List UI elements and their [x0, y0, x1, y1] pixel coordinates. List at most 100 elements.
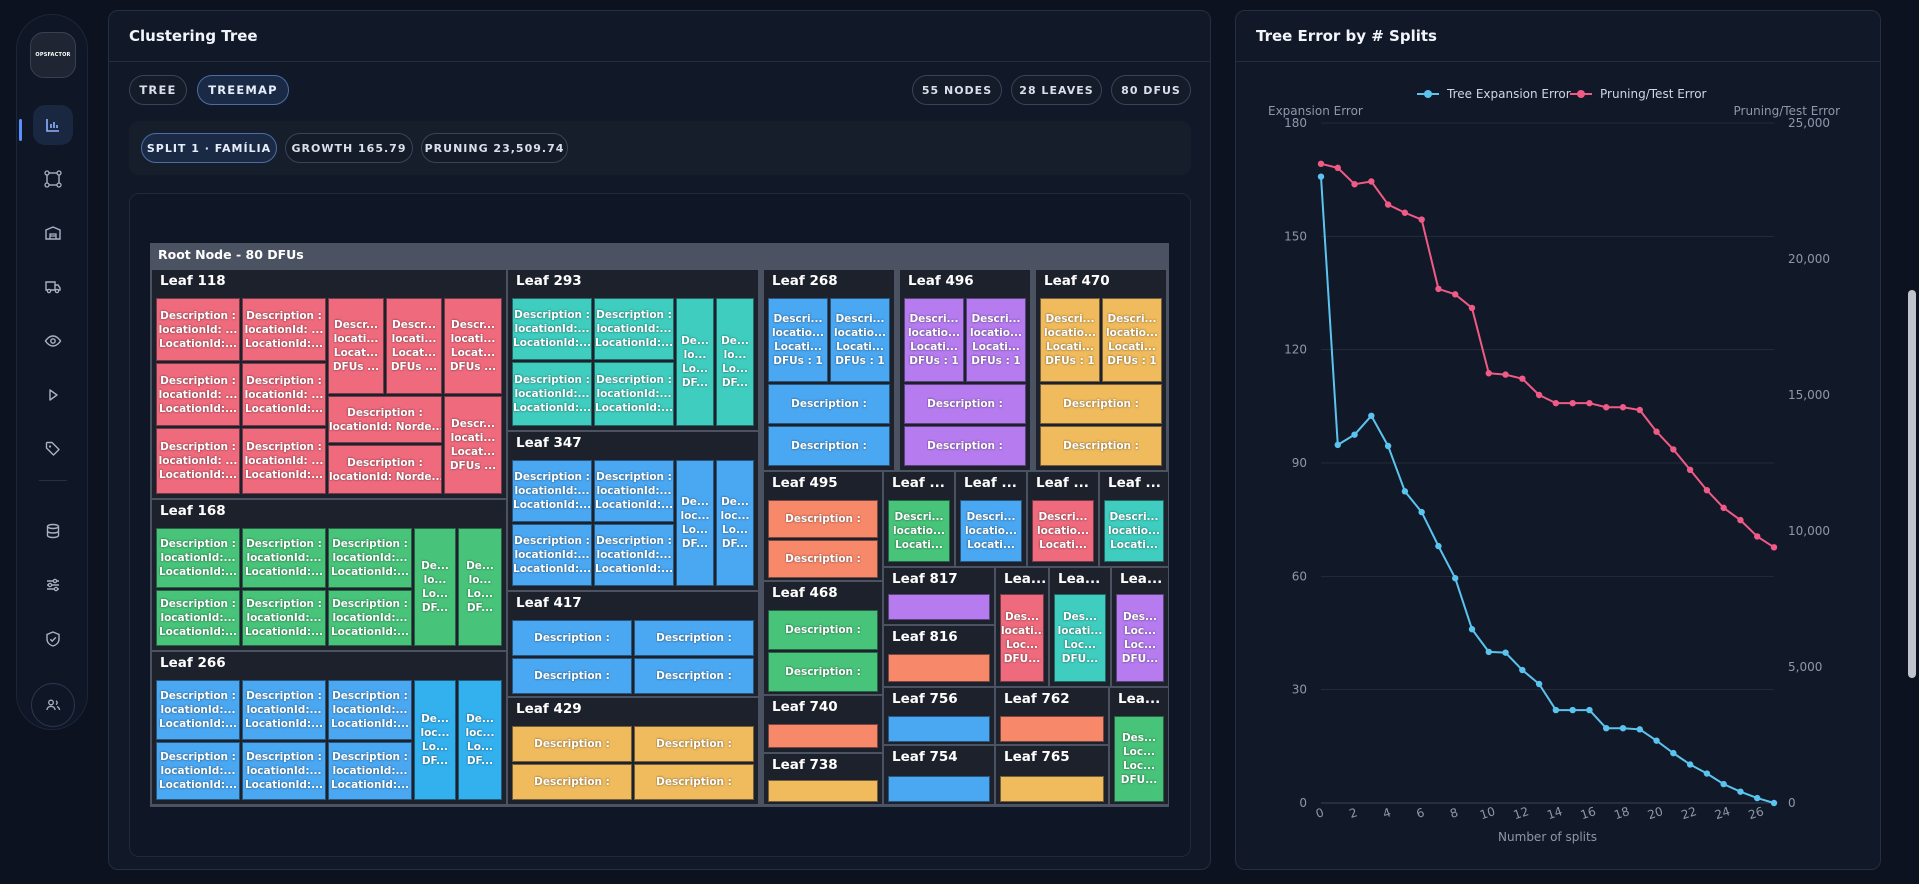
- treemap-node[interactable]: Leaf ... Descri... locatio... Locati...: [1028, 472, 1098, 566]
- treemap-tile[interactable]: Description : locationId:... LocationId:…: [328, 680, 412, 740]
- treemap-node[interactable]: Leaf 817: [884, 568, 994, 624]
- treemap-tile[interactable]: Description : locationId:... LocationId:…: [594, 362, 674, 426]
- treemap-node[interactable]: Leaf ... Descri... locatio... Locati...: [1100, 472, 1168, 566]
- treemap-tile[interactable]: Description :: [768, 384, 890, 424]
- treemap-tile[interactable]: Description :: [634, 620, 754, 656]
- treemap-tile[interactable]: Description : locationId: Norde...: [328, 396, 442, 443]
- treemap-tile[interactable]: Description : locationId:... LocationId:…: [512, 298, 592, 360]
- treemap-node[interactable]: Leaf ... Descri... locatio... Locati...: [884, 472, 954, 566]
- treemap-tile[interactable]: Description : locationId:... LocationId:…: [328, 742, 412, 800]
- treemap-node[interactable]: Leaf 762: [996, 688, 1108, 744]
- treemap-tile[interactable]: Description :: [634, 764, 754, 800]
- nav-analytics[interactable]: [33, 105, 73, 145]
- treemap-tile[interactable]: De... loc... Lo... DF...: [716, 460, 754, 586]
- treemap-node[interactable]: Lea... Des... Loc... Loc... DFU...: [1110, 688, 1168, 804]
- treemap-tile[interactable]: Description :: [768, 540, 878, 578]
- treemap-tile[interactable]: Des... Loc... Loc... DFU...: [1116, 594, 1164, 682]
- treemap-tile[interactable]: Description : locationId:... LocationId:…: [594, 524, 674, 586]
- treemap-tile[interactable]: Description :: [768, 652, 878, 692]
- treemap-tile[interactable]: Description : locationId: ... LocationId…: [242, 298, 326, 361]
- treemap-tile[interactable]: [768, 724, 878, 748]
- treemap-tile[interactable]: Description : locationId:... LocationId:…: [242, 742, 326, 800]
- treemap-node[interactable]: Leaf 756: [884, 688, 994, 744]
- treemap-tile[interactable]: De... lo... Lo... DF...: [458, 528, 502, 646]
- treemap-node[interactable]: Leaf 266 Description : locationId:... Loc…: [152, 652, 506, 804]
- treemap-tile[interactable]: Des... locati... Loc... DFU...: [1000, 594, 1044, 682]
- treemap-tile[interactable]: Description : locationId:... LocationId:…: [242, 680, 326, 740]
- treemap-node[interactable]: Lea... Des... Loc... Loc... DFU...: [1112, 568, 1168, 686]
- treemap-tile[interactable]: Description :: [512, 658, 632, 694]
- treemap-tile[interactable]: Description : locationId:... LocationId:…: [156, 528, 240, 588]
- treemap-node[interactable]: Leaf 429 Description : Description : Descri…: [508, 698, 758, 804]
- treemap-node[interactable]: Leaf 168 Description : locationId:... Loc…: [152, 500, 506, 650]
- treemap-tile[interactable]: Description : locationId:... LocationId:…: [512, 460, 592, 522]
- treemap-tile[interactable]: Descr... locati... Locat... DFUs ...: [328, 298, 384, 394]
- treemap-tile[interactable]: Description : locationId: ... LocationId…: [156, 298, 240, 361]
- treemap-tile[interactable]: Descri... locatio... Locati...: [888, 500, 950, 562]
- treemap-node[interactable]: Leaf 495 Description : Description :: [764, 472, 882, 580]
- nav-tags[interactable]: [33, 429, 73, 469]
- treemap-tile[interactable]: Descr... locati... Locat... DFUs ...: [444, 396, 502, 494]
- treemap-tile[interactable]: Description :: [1040, 384, 1162, 424]
- treemap-node[interactable]: Leaf 118 Description : locationId: ... Lo…: [152, 270, 506, 498]
- treemap-tile[interactable]: [888, 654, 990, 682]
- treemap-tile[interactable]: [888, 776, 990, 802]
- treemap-node[interactable]: Leaf 468 Description : Description :: [764, 582, 882, 694]
- nav-security[interactable]: [33, 619, 73, 659]
- treemap-tile[interactable]: Description :: [904, 384, 1026, 424]
- treemap-tile[interactable]: Description : locationId:... LocationId:…: [328, 528, 412, 588]
- treemap-tile[interactable]: Description : locationId:... LocationId:…: [242, 528, 326, 588]
- treemap-tile[interactable]: Description : locationId: ... LocationId…: [156, 363, 240, 426]
- treemap-tile[interactable]: Descri... locatio... Locati...: [960, 500, 1022, 562]
- treemap-tile[interactable]: [888, 594, 990, 620]
- treemap-tile[interactable]: Des... locati... Loc... DFU...: [1054, 594, 1106, 682]
- treemap-node[interactable]: Leaf 470 Descri... locatio... Locati... D…: [1036, 270, 1166, 470]
- treemap-tile[interactable]: Description :: [768, 500, 878, 538]
- treemap-tile[interactable]: Description : locationId:... LocationId:…: [512, 524, 592, 586]
- treemap-tile[interactable]: Description :: [768, 426, 890, 466]
- treemap-tile[interactable]: Description : locationId:... LocationId:…: [156, 590, 240, 646]
- treemap-tile[interactable]: Description : locationId:... LocationId:…: [328, 590, 412, 646]
- treemap-tile[interactable]: Description :: [1040, 426, 1162, 466]
- nav-network[interactable]: [33, 159, 73, 199]
- treemap-tile[interactable]: Description :: [512, 764, 632, 800]
- nav-monitor[interactable]: [33, 321, 73, 361]
- treemap-tile[interactable]: Description : locationId: ... LocationId…: [242, 428, 326, 494]
- treemap-tile[interactable]: Descr... locati... Locat... DFUs ...: [444, 298, 502, 394]
- treemap-tile[interactable]: [768, 780, 878, 802]
- treemap-node[interactable]: Leaf 496 Descri... locatio... Locati... D…: [900, 270, 1030, 470]
- treemap-node[interactable]: Leaf 754: [884, 746, 994, 804]
- treemap-tile[interactable]: De... loc... Lo... DF...: [458, 680, 502, 800]
- treemap-tile[interactable]: Descr... locati... Locat... DFUs ...: [386, 298, 442, 394]
- nav-transport[interactable]: [33, 267, 73, 307]
- treemap-node[interactable]: Leaf 738: [764, 754, 882, 804]
- treemap-node[interactable]: Leaf 740: [764, 696, 882, 752]
- treemap-node[interactable]: Lea... Des... locati... Loc... DFU...: [996, 568, 1048, 686]
- treemap-tile[interactable]: Des... Loc... Loc... DFU...: [1114, 716, 1164, 802]
- nav-run[interactable]: [33, 375, 73, 415]
- treemap-tile[interactable]: Description :: [904, 426, 1026, 466]
- treemap-tile[interactable]: Description : locationId:... LocationId:…: [594, 298, 674, 360]
- treemap-node[interactable]: Leaf 816: [884, 626, 994, 686]
- treemap-node[interactable]: Leaf 347 Description : locationId:... Loc…: [508, 432, 758, 590]
- treemap-tile[interactable]: Description :: [634, 726, 754, 762]
- treemap-tile[interactable]: Description : locationId: ... LocationId…: [156, 428, 240, 494]
- treemap-tile[interactable]: [1000, 716, 1104, 742]
- treemap-node[interactable]: Leaf 765: [996, 746, 1108, 804]
- treemap-tile[interactable]: De... loc... Lo... DF...: [414, 680, 456, 800]
- nav-warehouse[interactable]: [33, 213, 73, 253]
- treemap-node[interactable]: Leaf ... Descri... locatio... Locati...: [956, 472, 1026, 566]
- user-menu-button[interactable]: [31, 683, 75, 727]
- treemap-node[interactable]: Leaf 417 Description : Description : Descri…: [508, 592, 758, 696]
- treemap-tile[interactable]: Descri... locatio... Locati... DFUs : 1: [966, 298, 1026, 382]
- treemap-tile[interactable]: De... lo... Lo... DF...: [716, 298, 754, 426]
- treemap-tile[interactable]: Description :: [512, 620, 632, 656]
- treemap-node[interactable]: Leaf 268 Descri... locatio... Locati... D…: [764, 270, 894, 470]
- split-chip[interactable]: SPLIT 1 · FAMÍLIA: [141, 133, 277, 163]
- nav-settings[interactable]: [33, 565, 73, 605]
- tab-treemap[interactable]: TREEMAP: [197, 75, 289, 105]
- treemap-tile[interactable]: De... lo... Lo... DF...: [676, 298, 714, 426]
- treemap-tile[interactable]: Description : locationId:... LocationId:…: [156, 680, 240, 740]
- treemap-tile[interactable]: Description :: [634, 658, 754, 694]
- treemap-tile[interactable]: Description : locationId: Norde...: [328, 445, 442, 494]
